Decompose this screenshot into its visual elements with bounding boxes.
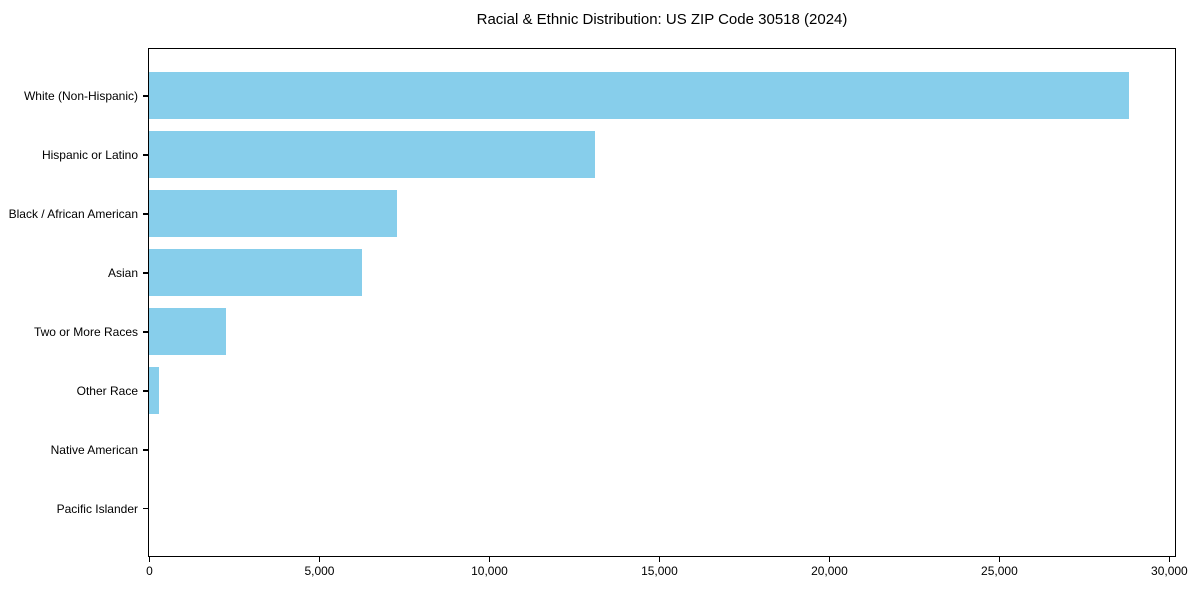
y-tick-label: Asian: [107, 266, 138, 280]
y-axis-tick: [143, 390, 148, 392]
x-axis-tick: [658, 557, 661, 562]
y-tick-label: White (Non-Hispanic): [23, 89, 138, 104]
y-tick-label: Other Race: [76, 383, 138, 398]
x-axis-tick: [828, 557, 831, 562]
bar: [149, 366, 160, 415]
y-tick-label: Hispanic or Latino: [41, 148, 138, 163]
y-tick-label: Black / African American: [8, 207, 138, 222]
y-axis-tick: [143, 331, 148, 333]
x-axis-tick: [148, 557, 151, 562]
y-tick-label: Two or More Races: [33, 324, 138, 339]
y-axis-tick: [143, 95, 148, 97]
x-tick-label: 30,000: [1151, 564, 1188, 578]
bar: [149, 307, 226, 356]
x-axis-tick: [998, 557, 1000, 562]
chart-title: Racial & Ethnic Distribution: US ZIP Cod…: [476, 11, 848, 28]
x-axis-tick: [318, 557, 321, 562]
y-axis-tick: [143, 154, 148, 156]
x-axis-tick: [488, 557, 491, 562]
y-axis-tick: [143, 272, 148, 274]
bar: [149, 72, 1130, 120]
x-tick-label: 20,000: [811, 564, 848, 578]
bar: [149, 130, 595, 179]
x-tick-label: 5,000: [304, 564, 335, 578]
y-tick-label: Pacific Islander: [56, 501, 138, 516]
x-tick-label: 15,000: [641, 564, 678, 578]
x-tick-label: 10,000: [471, 564, 508, 578]
y-axis-tick: [143, 213, 148, 215]
y-axis-tick: [143, 508, 148, 510]
plot-area: [148, 48, 1176, 557]
bar: [149, 248, 362, 297]
x-tick-label: 0: [146, 564, 153, 578]
y-tick-label: Native American: [50, 442, 138, 457]
x-axis-tick: [1168, 557, 1170, 562]
x-tick-label: 25,000: [981, 564, 1018, 578]
y-axis-tick: [143, 449, 148, 451]
bar: [149, 189, 398, 238]
